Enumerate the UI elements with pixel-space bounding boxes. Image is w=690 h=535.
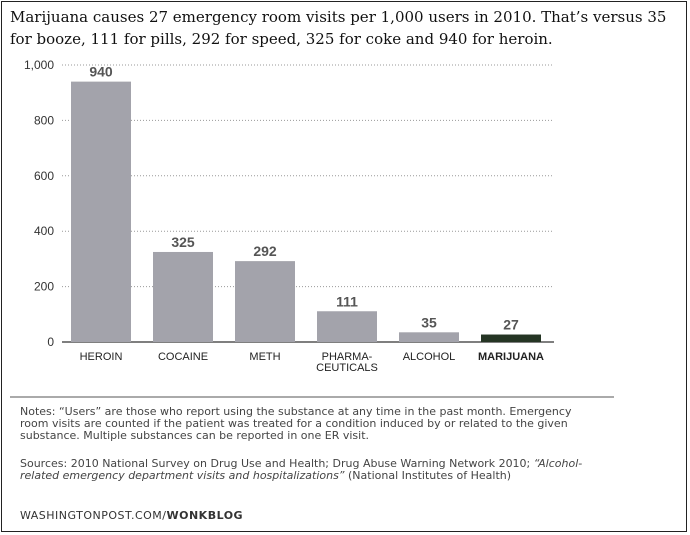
x-category-label: HEROIN	[80, 351, 123, 363]
labels: 0 200 400 600 800 1,000 940 HEROIN 325 COCAINE 292…	[24, 58, 544, 374]
chart-title: Marijuana causes 27 emergency room visit…	[10, 8, 667, 48]
x-category-label: PHARMA-	[322, 351, 373, 363]
bar[interactable]	[481, 334, 541, 342]
chart-notes: Notes: “Users” are those who report usin…	[20, 405, 572, 442]
bar-value-label: 27	[503, 317, 519, 333]
y-tick-label: 600	[34, 169, 54, 183]
bar[interactable]	[399, 332, 459, 342]
bars	[71, 81, 541, 343]
x-category-label: COCAINE	[158, 351, 208, 363]
bar[interactable]	[71, 81, 131, 343]
grid-lines	[10, 64, 614, 398]
bar-value-label: 292	[253, 243, 277, 259]
bar[interactable]	[235, 261, 295, 342]
y-tick-label: 200	[34, 280, 54, 294]
sources-suffix: (National Institutes of Health)	[344, 469, 512, 482]
bar-chart: 0 200 400 600 800 1,000 940 HEROIN 325 COCAINE 292…	[10, 58, 614, 398]
y-tick-label: 400	[34, 224, 54, 238]
sources-prefix: Sources: 2010 National Survey on Drug Us…	[20, 457, 534, 470]
x-category-label: METH	[249, 351, 280, 363]
y-tick-label: 0	[47, 335, 54, 349]
credit-site: WASHINGTONPOST.COM/	[20, 509, 167, 522]
x-category-label: CEUTICALS	[316, 362, 378, 374]
y-tick-label: 1,000	[24, 58, 54, 72]
x-category-label: ALCOHOL	[403, 351, 456, 363]
bar-value-label: 111	[336, 293, 358, 309]
bar[interactable]	[317, 311, 377, 342]
x-category-label: MARIJUANA	[478, 351, 544, 363]
chart-sources: Sources: 2010 National Survey on Drug Us…	[20, 458, 600, 482]
credit-blog: WONKBLOG	[166, 509, 244, 522]
bar-value-label: 35	[421, 314, 437, 330]
y-tick-label: 800	[34, 113, 54, 127]
credit-line[interactable]: WASHINGTONPOST.COM/WONKBLOG	[20, 509, 243, 522]
bar-value-label: 325	[171, 234, 195, 250]
sources-italic-title: “Alcohol-related emergency department vi…	[20, 457, 583, 482]
bar-value-label: 940	[89, 64, 113, 80]
bar[interactable]	[153, 251, 213, 342]
